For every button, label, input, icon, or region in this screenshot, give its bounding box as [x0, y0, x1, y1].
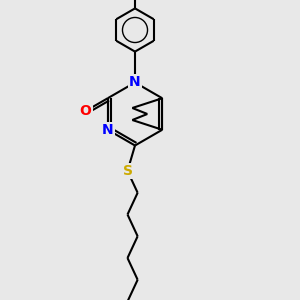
- Text: O: O: [80, 104, 92, 118]
- Text: S: S: [122, 164, 133, 178]
- Text: N: N: [102, 123, 113, 137]
- Text: N: N: [129, 76, 141, 89]
